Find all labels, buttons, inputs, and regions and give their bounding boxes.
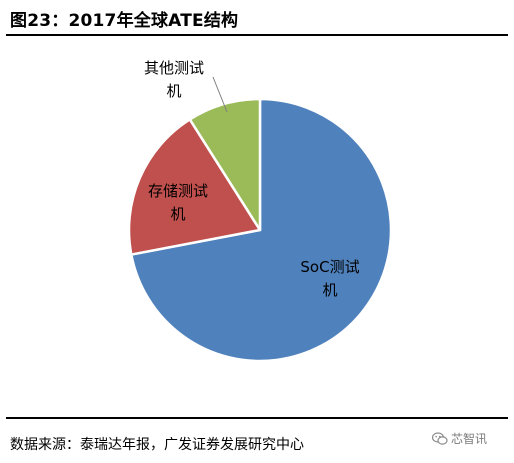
slice-label-line: 机 <box>170 205 185 223</box>
leader-line <box>212 76 228 113</box>
slice-label-line: 机 <box>322 281 337 299</box>
slice-label-line: 其他测试 <box>144 59 204 77</box>
slice-label: SoC测试机 <box>300 258 359 299</box>
slice-label-line: 存储测试 <box>148 182 208 200</box>
watermark: 芯智讯 <box>432 430 487 447</box>
slice-label: 存储测试机 <box>148 182 208 223</box>
figure-title: 图23：2017年全球ATE结构 <box>10 11 239 31</box>
title-rule <box>6 34 508 36</box>
watermark-text: 芯智讯 <box>451 432 488 446</box>
slice-label-line: 机 <box>166 82 181 100</box>
wechat-icon <box>432 431 448 445</box>
slice-label: 其他测试机 <box>144 59 204 100</box>
source-rule <box>6 417 508 419</box>
pie-slice <box>127 118 262 256</box>
source-note: 数据来源：泰瑞达年报，广发证券发展研究中心 <box>10 437 304 453</box>
slice-label-line: SoC测试 <box>300 258 359 276</box>
